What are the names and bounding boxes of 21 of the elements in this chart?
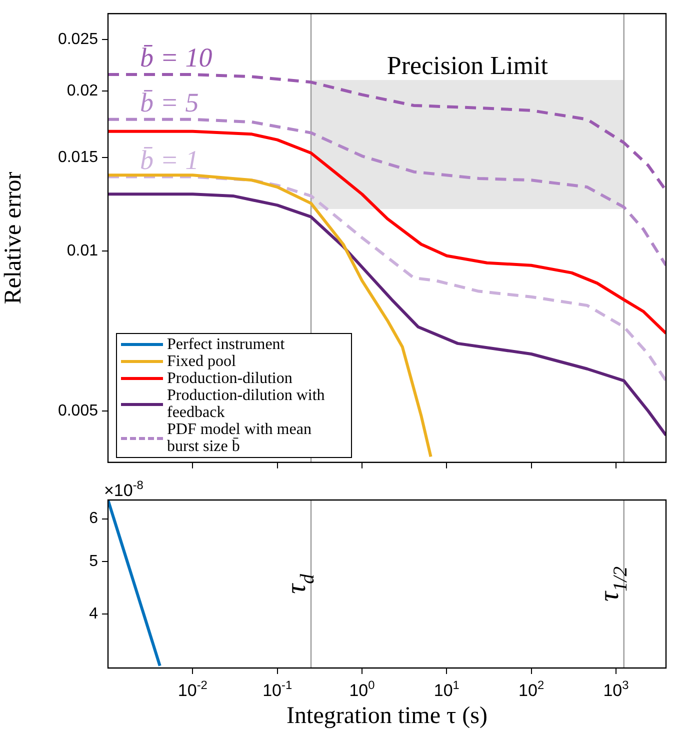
y-tick-label: 0.005: [58, 402, 98, 420]
y-tick-label: 4: [89, 605, 98, 622]
band-label: Precision Limit: [386, 50, 549, 80]
x-axis-title: Integration time τ (s): [286, 702, 488, 729]
annotation: b̄ = 5: [140, 87, 199, 118]
annotation: b̄ = 1: [140, 144, 199, 175]
y-tick-label: 0.01: [66, 242, 98, 260]
ref-line-label: τ1/2: [594, 566, 632, 602]
y-tick-label: 0.025: [58, 31, 98, 48]
y-tick-label: 0.02: [66, 82, 98, 100]
legend-label: PDF model with mean burst size b̄: [167, 421, 312, 456]
ref-line-label: τd: [281, 574, 318, 594]
annotation: b̄ = 10: [140, 42, 213, 73]
y-axis-title: Relative error: [0, 172, 27, 304]
legend-label: Production-dilution with feedback: [167, 387, 326, 422]
legend-label: Production-dilution: [167, 370, 292, 388]
y-tick-label: 5: [89, 553, 98, 570]
y-tick-label: 0.015: [58, 148, 98, 166]
legend-label: Perfect instrument: [167, 336, 285, 354]
y-tick-label: 6: [89, 510, 98, 528]
legend-label: Fixed pool: [167, 353, 236, 370]
